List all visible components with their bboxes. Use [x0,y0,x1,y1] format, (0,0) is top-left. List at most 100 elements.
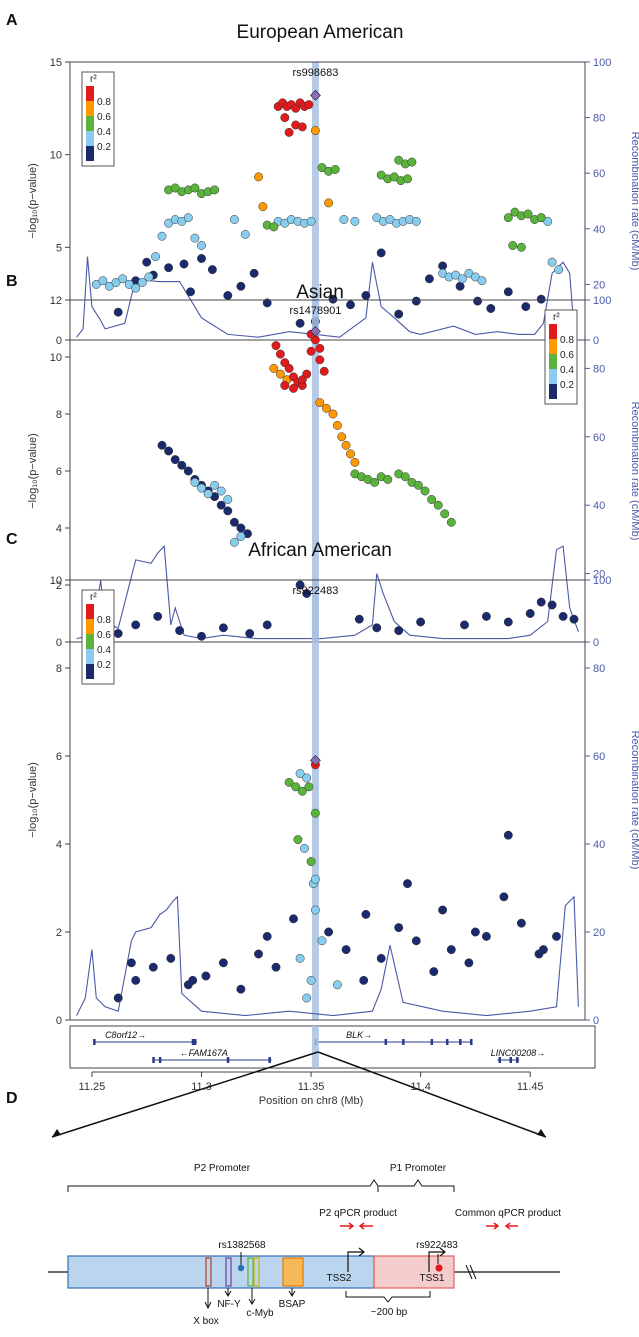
panel-a-point-r02 [104,281,114,291]
panel-b-point-r02 [223,506,233,516]
bsap-site [282,1257,304,1287]
panel-a-point-r02 [157,231,167,241]
panel-a-point-r02 [455,281,465,291]
common-qpcr-reverse-primer [504,1222,518,1230]
panel-c-point-r02 [310,905,320,915]
panel-c-ytick-label: 2 [56,927,62,939]
panel-b-legend-entry: 0.6 [560,350,574,361]
nfy-arrow [224,1288,232,1297]
rs922483-marker [435,1264,443,1272]
gene-label: ←FAM167A [180,1048,228,1058]
gene-label: LINC00208→ [491,1048,546,1058]
panel-a-point-r02 [142,257,152,267]
distance-bracket [345,1291,431,1303]
panel-a-point-r02 [144,272,154,282]
panel-a-point-r02 [262,298,272,308]
zoom-line-left [51,1051,319,1138]
gene-exon [498,1057,502,1063]
cmyb-arrow [248,1288,256,1305]
panel-a-point-r02 [118,274,128,284]
panel-b-point-r06 [337,432,347,442]
panel-b-point-r02 [210,480,220,490]
panel-a-legend-entry: 0.2 [97,142,111,153]
panel-b-ytick-label: 0 [56,637,62,649]
bsap-label: BSAP [279,1299,306,1310]
panel-b-point-r02 [113,629,123,638]
panel-a-point-r08 [304,100,314,110]
panel-a-point-r02 [151,252,160,262]
panel-b-point-r02 [229,517,239,527]
panel-a-legend-swatch [86,146,94,161]
panel-b-point-r02 [536,597,546,607]
x-box-site [205,1257,212,1287]
panel-b-point-r08 [275,349,285,359]
panel-a-point-r04 [403,174,412,184]
x-box-label: X box [193,1316,219,1327]
panel-b-lead-highlight [311,300,319,642]
panel-b-ylabel: −log₁₀(p−value) [27,433,39,509]
panel-a-point-r04 [516,242,526,252]
panel-c-point-r02 [499,892,509,902]
panel-b-plot: Asianrs1478901024681012020406080100−log₁… [27,282,639,649]
panel-c-point-r02 [438,905,448,915]
panel-a-y2label: Recombination rate (cM/Mb) [629,132,639,271]
panel-c-xtick-label: 11.4 [410,1081,431,1093]
panel-b-point-r08 [315,343,325,353]
panel-a-y2tick-label: 80 [593,113,605,125]
panel-c-title: African American [248,540,392,561]
panel-b-y2tick-label: 60 [593,432,605,444]
p2-promoter-region [67,1255,375,1289]
panel-b-point-r02 [153,611,163,621]
panel-b-lead-snp-marker [310,325,321,337]
panel-a-point-r04 [269,222,279,232]
panel-a-lead-snp-marker [310,89,321,101]
gene-exon [459,1039,462,1045]
panel-b-point-r02 [175,626,185,636]
panel-b-legend-entry: 0.8 [560,335,574,346]
panel-a-point-r02 [98,276,108,286]
panel-b-point-r04 [440,509,450,519]
panel-c-y2tick-label: 100 [593,575,611,587]
p1-promoter-region [373,1255,455,1289]
rs1382568-label: rs1382568 [218,1240,266,1251]
panel-c-y2tick-label: 80 [593,663,605,675]
panel-b-point-r02 [236,532,246,541]
panel-c-point-r02 [289,914,298,924]
panel-c-point-r02 [332,980,342,990]
panel-b-y2tick-label: 40 [593,500,605,512]
panel-b-y2tick-label: 80 [593,363,605,375]
p2-promoter-label: P2 Promoter [194,1163,251,1174]
panel-c-point-r02 [317,936,327,946]
panel-c-xlabel: Position on chr8 (Mb) [259,1095,364,1107]
panel-a-point-r02 [346,300,355,310]
panel-c-y2tick-label: 60 [593,751,605,763]
panel-a-point-r02 [249,268,259,278]
panel-c-legend-entry: 0.6 [97,630,111,641]
panel-c-ytick-label: 0 [56,1015,62,1027]
gene-exon [191,1039,195,1045]
panel-c-legend-entry: 0.2 [97,660,111,671]
panel-a-point-r02 [137,278,147,287]
panel-c-point-r02 [359,975,369,985]
panel-a-plot-frame [69,61,586,341]
panel-b-ytick-label: 4 [56,523,62,535]
panel-b-point-r02 [394,626,404,636]
panel-b-point-r02 [183,466,193,476]
panel-c-legend-swatch [86,604,94,619]
panel-b-legend-entry: 0.2 [560,380,574,391]
panel-c-point-r02 [310,874,320,884]
panel-a-point-r02 [190,233,200,243]
panel-b-point-r02 [203,489,213,499]
panel-c-legend-swatch [86,664,94,679]
panel-c-point-r02 [271,962,281,972]
tss2-arrow [347,1247,365,1272]
panel-a-point-r02 [411,296,421,306]
panel-c-point-r04 [304,782,314,792]
panel-b-ytick-label: 6 [56,466,62,478]
panel-a-point-r02 [438,261,448,271]
panel-b-point-r02 [569,614,579,624]
panel-b-point-r02 [295,580,305,590]
panel-a-point-r02 [197,241,206,250]
gene-label: BLK→ [346,1030,372,1040]
panel-c-point-r02 [306,975,316,985]
